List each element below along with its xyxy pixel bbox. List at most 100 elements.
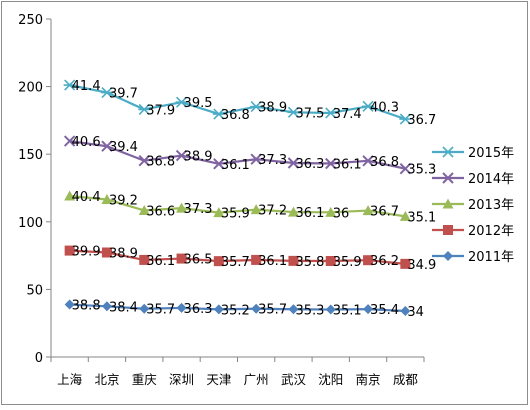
line-chart: 0 50 100 150 200 250 上海 北京 重庆 深圳 天津 广州 武汉 沈阳 南京 成都 38.8… — [18, 13, 514, 387]
data-point — [363, 304, 374, 315]
x-tick-label: 成都 — [393, 372, 419, 387]
y-tick-label: 150 — [18, 148, 43, 163]
data-label: 36.3 — [184, 302, 213, 317]
data-label: 35.1 — [407, 210, 436, 225]
data-label: 37.2 — [258, 204, 287, 219]
data-label: 35.7 — [146, 303, 175, 318]
data-label: 35.2 — [221, 303, 250, 318]
data-label: 35.1 — [333, 304, 362, 319]
data-point — [443, 225, 453, 235]
data-label: 39.7 — [109, 87, 138, 102]
series-2012年 — [64, 245, 411, 269]
data-point — [213, 304, 224, 315]
data-label: 38.9 — [109, 246, 138, 261]
data-label: 35.9 — [333, 255, 362, 270]
data-label: 35.7 — [258, 303, 287, 318]
data-point — [400, 306, 411, 317]
data-point — [139, 254, 150, 265]
data-point — [400, 258, 411, 269]
data-point — [251, 254, 262, 265]
series-line — [69, 194, 406, 218]
data-point — [101, 301, 112, 312]
legend-label: 2011年 — [468, 250, 514, 265]
data-point — [287, 106, 300, 118]
x-tick-label: 重庆 — [132, 372, 158, 387]
legend-label: 2014年 — [468, 172, 514, 187]
legend-label: 2012年 — [468, 224, 514, 239]
legend-item: 2013年 — [432, 198, 514, 213]
data-label: 38.9 — [184, 150, 213, 165]
series-2013年 — [64, 190, 411, 221]
data-label: 36.2 — [370, 254, 399, 269]
data-label: 35.7 — [221, 255, 250, 270]
data-label: 35.8 — [295, 255, 324, 270]
data-point — [363, 255, 374, 266]
data-label: 38.9 — [258, 101, 287, 116]
data-label: 39.2 — [109, 193, 138, 208]
series-lines — [63, 79, 412, 317]
data-point — [63, 135, 76, 147]
series-line — [69, 139, 406, 170]
data-label: 36.7 — [407, 113, 436, 128]
data-label: 38.8 — [72, 299, 101, 314]
data-point — [176, 202, 188, 213]
data-point — [399, 210, 411, 221]
data-label: 36.1 — [333, 158, 362, 173]
data-label: 36.5 — [184, 253, 213, 268]
data-point — [101, 247, 112, 258]
data-label: 39.5 — [184, 96, 213, 111]
data-point — [213, 256, 224, 267]
data-label: 35.3 — [295, 303, 324, 318]
data-label: 40.6 — [72, 135, 101, 150]
data-point — [362, 205, 374, 216]
data-point — [325, 157, 337, 170]
data-point — [176, 302, 187, 313]
data-label: 40.4 — [72, 190, 101, 205]
legend-item: 2014年 — [432, 172, 514, 187]
legend-item: 2015年 — [432, 146, 514, 161]
data-point — [138, 103, 151, 116]
data-point — [325, 206, 337, 217]
data-label: 40.3 — [370, 100, 399, 115]
chart-area: 0 50 100 150 200 250 上海 北京 重庆 深圳 天津 广州 武汉 沈阳 南京 成都 38.8… — [1, 1, 528, 405]
data-label: 36.1 — [146, 254, 175, 269]
data-point — [442, 172, 454, 184]
x-tick-label: 上海 — [57, 372, 83, 387]
y-tick-label: 200 — [18, 81, 43, 96]
data-point — [64, 299, 75, 310]
data-point — [399, 162, 412, 175]
data-label: 37.3 — [258, 153, 287, 168]
data-point — [175, 149, 188, 162]
y-tick-label: 0 — [35, 351, 43, 366]
series-2015年 — [63, 79, 412, 125]
x-tick-label: 武汉 — [281, 372, 307, 387]
axes: 0 50 100 150 200 250 上海 北京 重庆 深圳 天津 广州 武汉 沈阳 南京 成都 — [18, 13, 425, 387]
data-point — [399, 113, 412, 125]
data-point — [176, 253, 187, 264]
series-2011年 — [64, 299, 411, 317]
data-label: 37.3 — [184, 202, 213, 217]
data-label: 36.3 — [295, 157, 324, 172]
data-label: 36 — [333, 206, 350, 221]
data-label: 36.1 — [221, 158, 250, 173]
series-2014年 — [63, 135, 412, 175]
data-point — [64, 245, 75, 256]
data-point — [287, 206, 299, 217]
series-line — [69, 303, 406, 313]
data-point — [100, 86, 113, 99]
series-data-labels: 38.8 38.4 35.7 36.3 35.2 35.7 35.3 35.1 35.4 34 39… — [72, 79, 437, 320]
data-label: 36.6 — [146, 204, 175, 219]
data-label: 36.8 — [370, 155, 399, 170]
data-label: 37.5 — [295, 106, 324, 121]
data-point — [442, 198, 454, 209]
data-point — [63, 79, 76, 91]
data-point — [212, 108, 225, 120]
x-tick-label: 深圳 — [169, 372, 194, 387]
data-label: 36.1 — [295, 206, 324, 221]
data-point — [324, 107, 337, 119]
series-line — [69, 84, 406, 121]
data-point — [442, 146, 454, 158]
x-tick-label: 沈阳 — [318, 372, 343, 387]
data-label: 35.9 — [221, 207, 250, 222]
data-label: 36.1 — [258, 254, 287, 269]
